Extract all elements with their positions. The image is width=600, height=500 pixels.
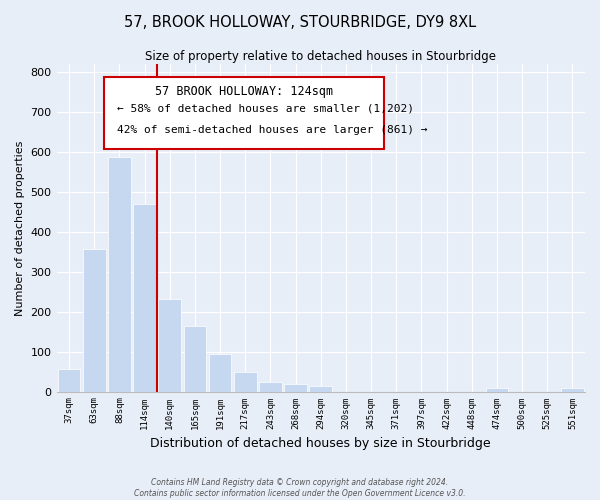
Bar bbox=[83, 250, 106, 392]
Text: 57 BROOK HOLLOWAY: 124sqm: 57 BROOK HOLLOWAY: 124sqm bbox=[155, 86, 333, 98]
Text: 42% of semi-detached houses are larger (861) →: 42% of semi-detached houses are larger (… bbox=[118, 124, 428, 134]
Title: Size of property relative to detached houses in Stourbridge: Size of property relative to detached ho… bbox=[145, 50, 496, 63]
Bar bbox=[108, 157, 131, 392]
Text: Contains HM Land Registry data © Crown copyright and database right 2024.
Contai: Contains HM Land Registry data © Crown c… bbox=[134, 478, 466, 498]
Text: ← 58% of detached houses are smaller (1,202): ← 58% of detached houses are smaller (1,… bbox=[118, 104, 415, 114]
Bar bbox=[184, 326, 206, 392]
Bar bbox=[284, 384, 307, 392]
X-axis label: Distribution of detached houses by size in Stourbridge: Distribution of detached houses by size … bbox=[151, 437, 491, 450]
FancyBboxPatch shape bbox=[104, 78, 384, 150]
Bar bbox=[158, 298, 181, 392]
Text: 57, BROOK HOLLOWAY, STOURBRIDGE, DY9 8XL: 57, BROOK HOLLOWAY, STOURBRIDGE, DY9 8XL bbox=[124, 15, 476, 30]
Y-axis label: Number of detached properties: Number of detached properties bbox=[15, 140, 25, 316]
Bar bbox=[133, 204, 156, 392]
Bar bbox=[209, 354, 232, 392]
Bar bbox=[310, 386, 332, 392]
Bar bbox=[259, 382, 282, 392]
Bar bbox=[485, 388, 508, 392]
Bar bbox=[561, 388, 584, 392]
Bar bbox=[234, 372, 257, 392]
Bar bbox=[58, 369, 80, 392]
